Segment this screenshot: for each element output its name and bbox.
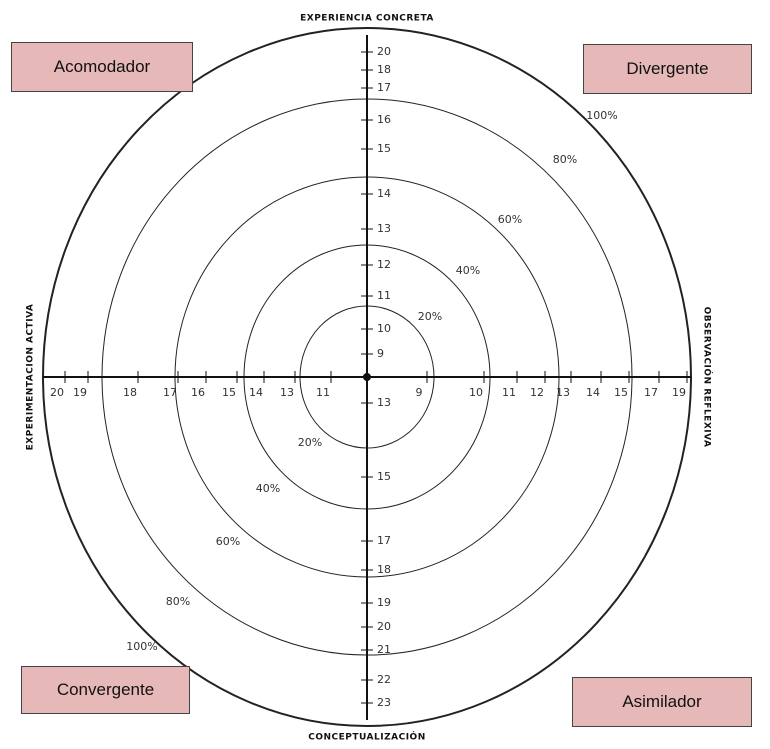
ticks: 20 18 17 16 15 14 13 12 11 10 9 13 15 17 18 19 20 21 22 23 2… — [50, 45, 688, 709]
tick-label: 19 — [73, 386, 87, 399]
tick-label: 20 — [377, 620, 391, 633]
tick-label: 12 — [377, 258, 391, 271]
ring-label: 20% — [298, 436, 322, 449]
tick-label: 18 — [377, 563, 391, 576]
tick-label: 13 — [377, 222, 391, 235]
tick-label: 17 — [163, 386, 177, 399]
tick-label: 14 — [249, 386, 263, 399]
tick-label: 23 — [377, 696, 391, 709]
tick-label: 21 — [377, 643, 391, 656]
ring-label: 20% — [418, 310, 442, 323]
quadrant-label: Convergente — [21, 666, 190, 714]
ring-label: 100% — [586, 109, 617, 122]
ring-label: 100% — [126, 640, 157, 653]
tick-label: 15 — [377, 470, 391, 483]
tick-label: 9 — [377, 347, 384, 360]
tick-label: 18 — [377, 63, 391, 76]
axis-left: EXPERIMENTACION ACTIVA — [26, 304, 36, 451]
tick-label: 13 — [556, 386, 570, 399]
tick-label: 19 — [672, 386, 686, 399]
center-dot — [363, 373, 371, 381]
tick-label: 15 — [377, 142, 391, 155]
tick-label: 18 — [123, 386, 137, 399]
tick-label: 17 — [377, 81, 391, 94]
quadrant-label: Acomodador — [11, 42, 193, 92]
tick-label: 13 — [377, 396, 391, 409]
ring-label: 80% — [166, 595, 190, 608]
tick-label: 14 — [586, 386, 600, 399]
tick-label: 17 — [644, 386, 658, 399]
tick-label: 11 — [316, 386, 330, 399]
tick-label: 11 — [502, 386, 516, 399]
tick-label: 16 — [191, 386, 205, 399]
ring-label: 40% — [456, 264, 480, 277]
tick-label: 19 — [377, 596, 391, 609]
tick-label: 22 — [377, 673, 391, 686]
ring-label: 80% — [553, 153, 577, 166]
tick-label: 16 — [377, 113, 391, 126]
tick-label: 13 — [280, 386, 294, 399]
tick-label: 10 — [469, 386, 483, 399]
tick-label: 15 — [222, 386, 236, 399]
tick-label: 11 — [377, 289, 391, 302]
tick-label: 20 — [50, 386, 64, 399]
ring-label: 40% — [256, 482, 280, 495]
axis-top: EXPERIENCIA CONCRETA — [300, 14, 434, 24]
quadrant-label: Asimilador — [572, 677, 752, 727]
tick-label: 17 — [377, 534, 391, 547]
ring-label: 60% — [216, 535, 240, 548]
tick-label: 12 — [530, 386, 544, 399]
axis-right: OBSERVACIÓN REFLEXIVA — [702, 307, 714, 448]
axis-bottom: CONCEPTUALIZACIÓN — [308, 731, 425, 743]
tick-label: 15 — [614, 386, 628, 399]
tick-label: 14 — [377, 187, 391, 200]
tick-label: 20 — [377, 45, 391, 58]
quadrant-label: Divergente — [583, 44, 752, 94]
ring-label: 60% — [498, 213, 522, 226]
tick-label: 9 — [416, 386, 423, 399]
tick-label: 10 — [377, 322, 391, 335]
